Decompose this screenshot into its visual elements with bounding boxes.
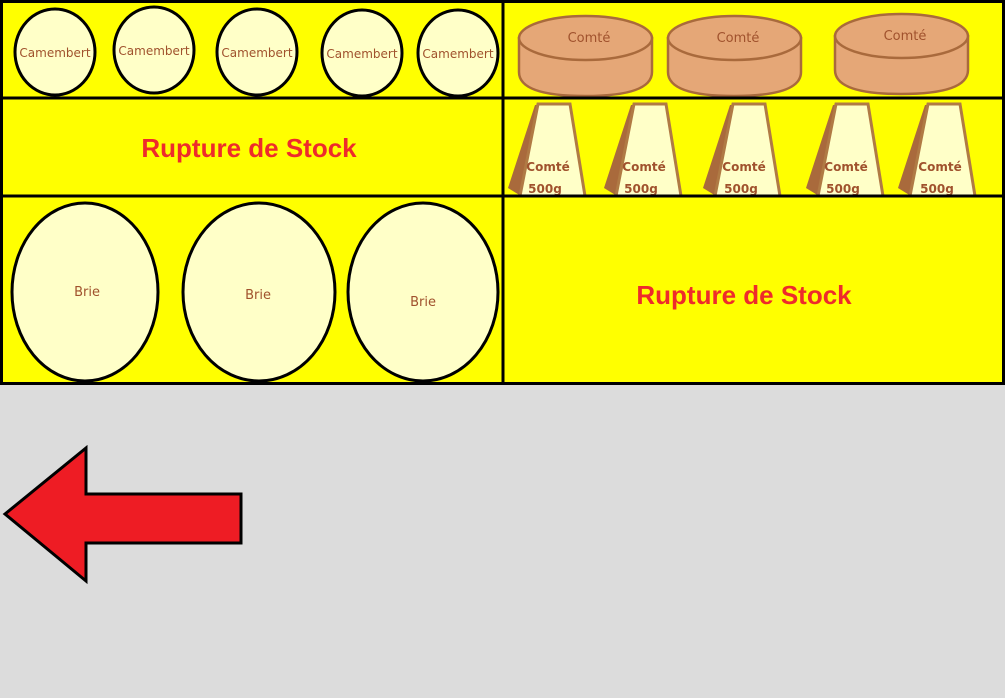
cheese-weight: 500g	[624, 182, 658, 196]
cheese-label: Camembert	[221, 46, 292, 60]
shelf-dividers	[0, 0, 1005, 385]
comte-wedge[interactable]: Comté 500g	[508, 102, 587, 198]
comte-wedge[interactable]: Comté 500g	[898, 102, 977, 198]
shelf-section-brie: Brie Brie Brie	[10, 201, 500, 383]
camembert-cheese[interactable]: Camembert	[112, 5, 196, 95]
comte-wheel[interactable]: Comté	[666, 14, 803, 98]
comte-wedge[interactable]: Comté 500g	[806, 102, 885, 198]
cheese-label: Brie	[74, 285, 100, 300]
camembert-cheese[interactable]: Camembert	[215, 7, 299, 97]
out-of-stock-label: Rupture de Stock	[141, 133, 357, 163]
brie-cheese[interactable]: Brie	[10, 201, 160, 383]
cheese-label: Camembert	[118, 44, 189, 58]
cheese-label: Comté	[824, 160, 867, 174]
shelf-section-camembert: Camembert Camembert Camembert Camembert …	[13, 5, 500, 98]
comte-wheel[interactable]: Comté	[517, 14, 654, 98]
cheese-label: Camembert	[326, 47, 397, 61]
cheese-label: Brie	[245, 288, 271, 303]
cheese-label: Camembert	[19, 46, 90, 60]
brie-cheese[interactable]: Brie	[346, 201, 500, 383]
cheese-label: Comté	[884, 29, 927, 44]
cheese-label: Comté	[717, 31, 760, 46]
out-of-stock-label: Rupture de Stock	[636, 280, 852, 310]
comte-wheel[interactable]: Comté	[833, 12, 970, 96]
brie-cheese[interactable]: Brie	[181, 201, 337, 383]
comte-wedge[interactable]: Comté 500g	[604, 102, 683, 198]
cheese-label: Comté	[918, 160, 961, 174]
back-arrow-shape[interactable]	[2, 445, 243, 585]
shelf-section-comte-wheels: Comté Comté Comté	[517, 12, 970, 98]
left-arrow-icon[interactable]	[0, 445, 245, 585]
cheese-weight: 500g	[920, 182, 954, 196]
cheese-label: Comté	[722, 160, 765, 174]
cheese-weight: 500g	[826, 182, 860, 196]
camembert-cheese[interactable]: Camembert	[320, 8, 404, 98]
cheese-shelf: Camembert Camembert Camembert Camembert …	[0, 0, 1005, 385]
camembert-cheese[interactable]: Camembert	[13, 7, 97, 97]
cheese-label: Camembert	[422, 47, 493, 61]
cheese-label: Brie	[410, 295, 436, 310]
cheese-label: Comté	[622, 160, 665, 174]
cheese-label: Comté	[568, 31, 611, 46]
cheese-label: Comté	[526, 160, 569, 174]
cheese-weight: 500g	[528, 182, 562, 196]
comte-wedge[interactable]: Comté 500g	[703, 102, 782, 198]
camembert-cheese[interactable]: Camembert	[416, 8, 500, 98]
cheese-weight: 500g	[724, 182, 758, 196]
shelf-section-comte-wedges: Comté 500g Comté 500g Comté 500g Comté 5…	[508, 102, 977, 198]
